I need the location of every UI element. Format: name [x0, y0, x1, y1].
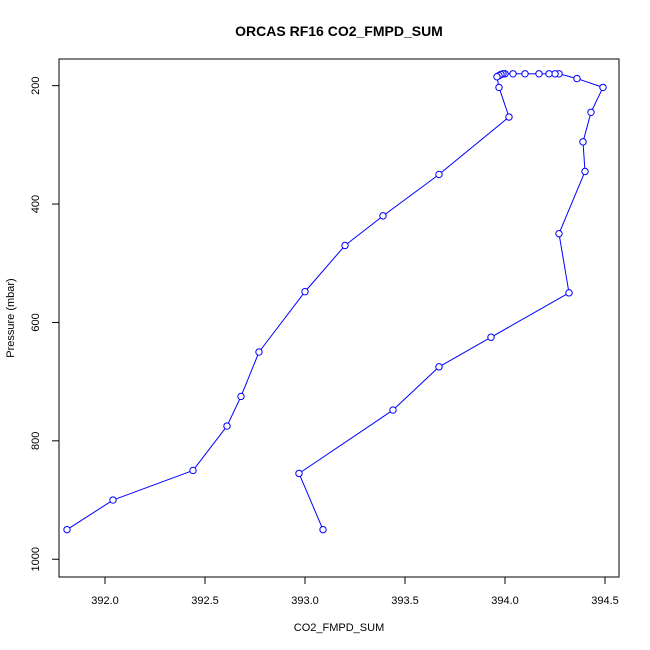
- series-segment: [591, 90, 603, 110]
- y-tick-label: 1000: [30, 547, 42, 571]
- y-tick-label: 600: [30, 313, 42, 331]
- data-point: [435, 363, 443, 371]
- series-segment: [559, 174, 585, 231]
- series-segment: [559, 236, 569, 290]
- data-point: [535, 70, 543, 78]
- data-point: [581, 167, 589, 176]
- series-segment: [385, 175, 437, 215]
- series-segment: [583, 115, 591, 139]
- x-tick-label: 393.5: [391, 595, 419, 607]
- data-point: [237, 392, 245, 401]
- series-segment: [394, 368, 438, 409]
- data-point: [223, 422, 231, 430]
- data-point: [599, 83, 607, 92]
- x-tick-label: 393.0: [291, 595, 319, 607]
- data-point: [295, 469, 303, 478]
- x-tick-label: 392.5: [191, 595, 219, 607]
- series-segment: [194, 428, 226, 469]
- data-point: [495, 83, 503, 92]
- series-segment: [582, 145, 586, 169]
- series-segment: [241, 354, 259, 394]
- data-point: [555, 229, 563, 238]
- data-point: [63, 525, 71, 534]
- data-point: [505, 113, 513, 121]
- plot-frame: [58, 58, 620, 578]
- x-axis: 392.0 392.5 393.0 393.5 394.0 394.5: [91, 577, 619, 607]
- data-point: [379, 212, 387, 220]
- x-tick-label: 392.0: [91, 595, 119, 607]
- series-segment: [579, 79, 601, 87]
- x-tick-label: 394.5: [591, 595, 619, 607]
- data-point: [189, 466, 197, 475]
- data-point: [509, 70, 517, 78]
- y-tick-label: 400: [30, 195, 42, 213]
- series-segment: [497, 79, 499, 85]
- y-axis: 200 400 600 800 1000: [30, 76, 59, 571]
- data-point: [545, 70, 553, 78]
- data-point: [493, 73, 501, 81]
- y-axis-label: Pressure (mbar): [5, 278, 17, 357]
- data-point: [435, 170, 443, 179]
- data-point: [573, 74, 581, 83]
- x-tick-label: 394.0: [491, 595, 519, 607]
- series-segment: [441, 338, 489, 366]
- series-segment: [306, 247, 344, 290]
- y-tick-label: 800: [30, 432, 42, 450]
- series-segment: [301, 411, 391, 473]
- data-point: [551, 70, 559, 78]
- data-point: [341, 241, 349, 250]
- data-point: [109, 496, 117, 504]
- data-point: [521, 70, 529, 78]
- series-segment: [441, 118, 507, 173]
- series-segment: [493, 293, 567, 337]
- series-layer: [63, 70, 607, 534]
- series-segment: [115, 471, 191, 500]
- series-segment: [227, 399, 241, 424]
- data-point: [319, 525, 327, 534]
- series-segment: [69, 501, 111, 529]
- x-axis-label: CO2_FMPD_SUM: [294, 622, 384, 634]
- data-point: [301, 287, 309, 296]
- data-point: [255, 348, 263, 356]
- data-point: [565, 289, 573, 297]
- data-point: [389, 406, 397, 414]
- series-segment: [561, 74, 575, 79]
- data-point: [579, 138, 587, 146]
- series-segment: [260, 293, 304, 350]
- chart-title: ORCAS RF16 CO2_FMPD_SUM: [235, 23, 443, 39]
- data-point: [487, 333, 495, 341]
- series-segment: [499, 90, 509, 115]
- y-tick-label: 200: [30, 76, 42, 94]
- series-segment: [347, 217, 381, 244]
- series-segment: [299, 476, 323, 527]
- data-point: [587, 108, 595, 116]
